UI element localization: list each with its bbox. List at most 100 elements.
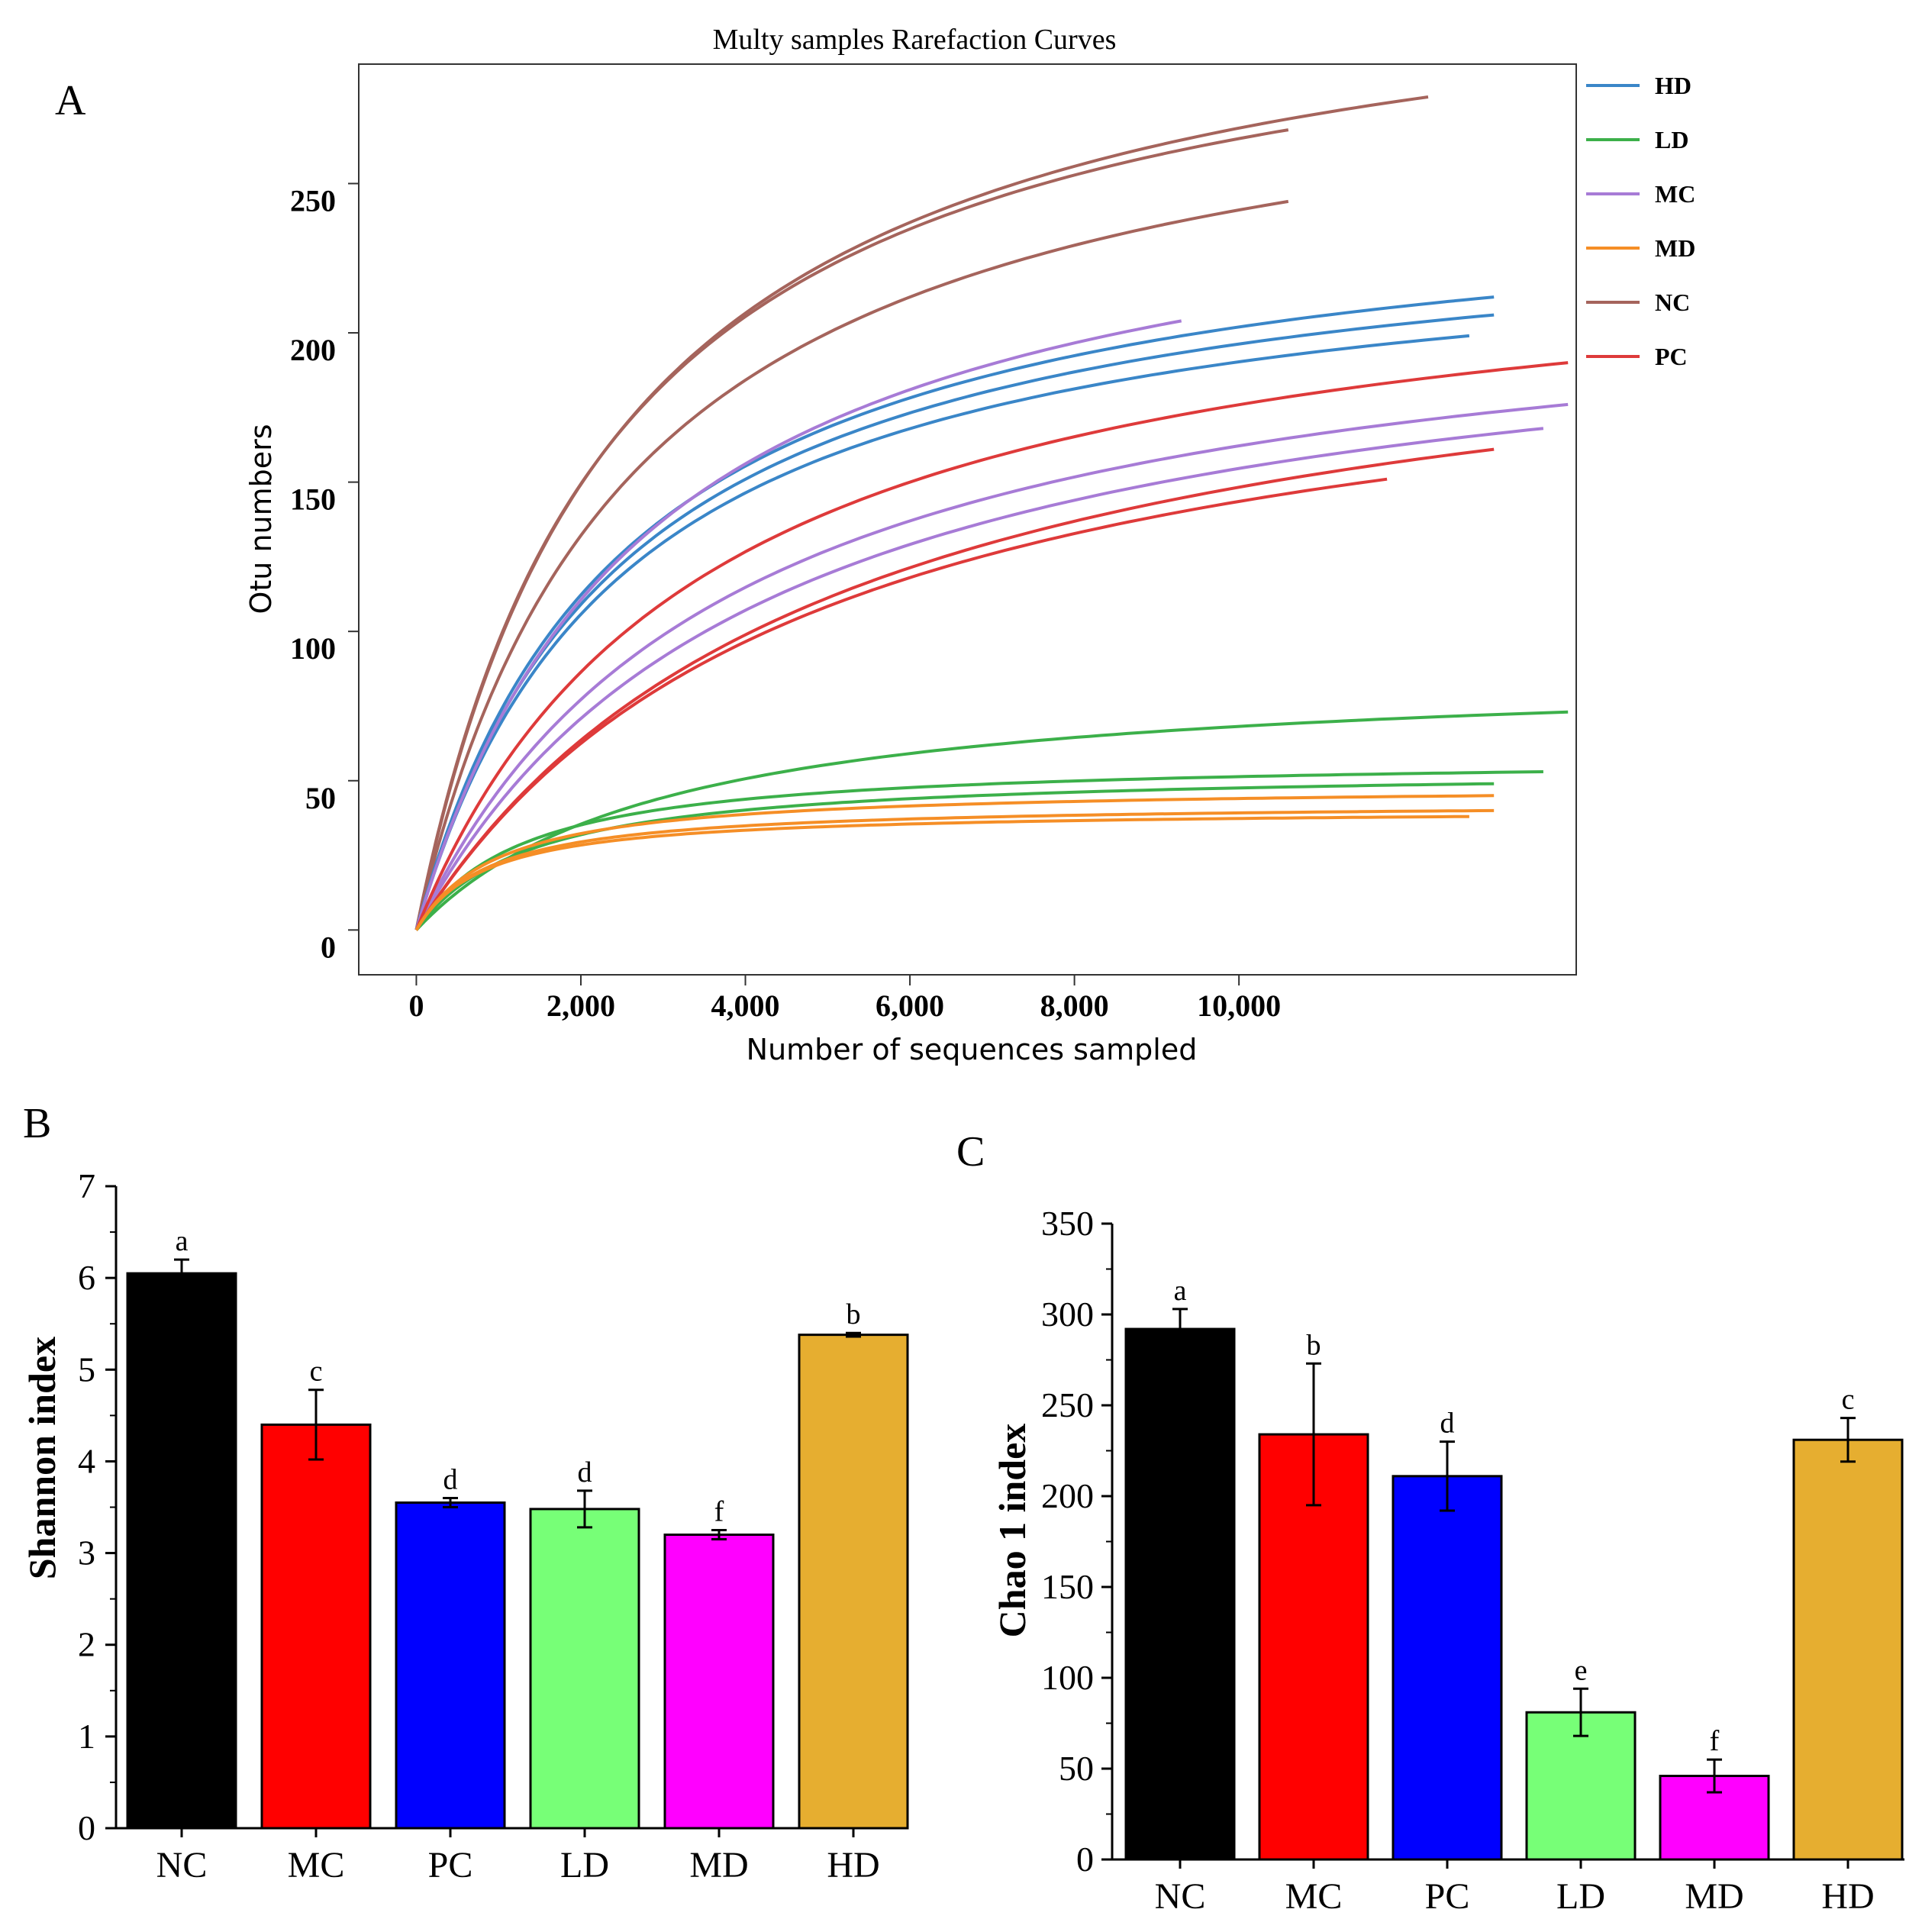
y-tick-label: 0 [321, 930, 336, 964]
significance-letter-pc: d [443, 1463, 458, 1495]
y-tick-label: 2 [78, 1625, 95, 1664]
panel-b-bars: a NC c MC d PC d LD f MD b HD [126, 1225, 909, 1885]
legend-label-pc: PC [1655, 343, 1688, 370]
series-line-mc [414, 402, 1569, 932]
category-label-nc: NC [156, 1845, 208, 1885]
legend-label-md: MD [1655, 234, 1695, 262]
legend-label-ld: LD [1655, 126, 1688, 153]
bar-mc [260, 1423, 372, 1830]
panel-c-axes: 0 50 100 150 200 250 300 350 [1041, 1204, 1904, 1879]
x-tick-label: 2,000 [547, 989, 615, 1023]
bar-hd [1792, 1438, 1904, 1861]
y-tick-label: 150 [1041, 1567, 1094, 1606]
significance-letter-ld: d [578, 1456, 592, 1489]
series-line-md [414, 808, 1495, 932]
series-line-nc [414, 199, 1289, 932]
x-tick-label: 0 [408, 989, 424, 1023]
panel-b-y-axis-label: Shannon index [21, 1337, 63, 1579]
bar-pc [1392, 1475, 1503, 1861]
y-tick-label: 6 [78, 1258, 95, 1297]
panel-a-x-ticks: 0 2,000 4,000 6,000 8,000 10,000 [408, 975, 1281, 1023]
significance-letter-md: f [1710, 1725, 1720, 1757]
series-line-hd [414, 313, 1495, 932]
y-tick-label: 100 [1041, 1658, 1094, 1697]
legend-label-nc: NC [1655, 289, 1690, 316]
category-label-mc: MC [1285, 1876, 1343, 1917]
y-tick-label: 1 [78, 1717, 95, 1756]
panel-a-legend: HD LD MC MD NC PC [1586, 72, 1695, 370]
significance-letter-hd: b [847, 1298, 861, 1330]
y-tick-label: 150 [290, 482, 336, 517]
category-label-ld: LD [560, 1845, 609, 1885]
x-tick-label: 10,000 [1197, 989, 1281, 1023]
significance-letter-nc: a [176, 1225, 189, 1257]
category-label-hd: HD [1821, 1876, 1874, 1917]
y-tick-label: 50 [305, 781, 336, 815]
panel-a-rarefaction-chart: A Multy samples Rarefaction Curves 0 50 10… [55, 24, 1695, 1066]
bar-pc [395, 1501, 506, 1830]
y-tick-label: 250 [1041, 1385, 1094, 1424]
y-tick-label: 200 [290, 333, 336, 367]
y-tick-label: 4 [78, 1441, 95, 1480]
panel-a-series [414, 95, 1569, 932]
legend-label-hd: HD [1655, 72, 1691, 99]
bar-ld [529, 1508, 640, 1830]
x-tick-label: 4,000 [711, 989, 780, 1023]
series-line-ld [414, 710, 1569, 932]
panel-b-shannon-chart: B 0 1 2 3 4 5 6 7 a NC c MC d PC d LD f MD b HD Shannon in… [21, 1100, 909, 1885]
series-line-ld [414, 782, 1495, 932]
x-tick-label: 8,000 [1040, 989, 1109, 1023]
panel-c-bars: a NC b MC d PC e LD f MD c HD [1124, 1275, 1904, 1917]
panel-c-y-axis-label: Chao 1 index [991, 1424, 1034, 1638]
y-tick-label: 200 [1041, 1476, 1094, 1515]
panel-a-label: A [55, 77, 86, 124]
significance-letter-md: f [714, 1496, 724, 1528]
panel-a-y-axis-label: Otu numbers [244, 424, 278, 614]
series-line-pc [414, 477, 1388, 932]
category-label-md: MD [1685, 1876, 1743, 1917]
significance-letter-mc: c [310, 1356, 323, 1388]
series-line-hd [414, 334, 1470, 932]
series-line-md [414, 794, 1495, 932]
significance-letter-ld: e [1575, 1654, 1588, 1686]
category-label-mc: MC [288, 1845, 345, 1885]
y-tick-label: 50 [1059, 1749, 1094, 1788]
category-label-nc: NC [1155, 1876, 1206, 1917]
series-line-mc [414, 319, 1182, 932]
x-tick-label: 6,000 [876, 989, 944, 1023]
category-label-hd: HD [827, 1845, 879, 1885]
y-tick-label: 3 [78, 1534, 95, 1572]
significance-letter-nc: a [1174, 1275, 1187, 1307]
series-line-nc [414, 128, 1289, 931]
bar-hd [798, 1334, 909, 1830]
category-label-pc: PC [428, 1845, 473, 1885]
y-tick-label: 250 [290, 183, 336, 218]
panel-c-chao1-chart: C 0 50 100 150 200 250 300 350 a NC b MC d PC e LD f MD c… [956, 1128, 1904, 1917]
y-tick-label: 0 [1076, 1840, 1094, 1879]
legend-label-mc: MC [1655, 180, 1695, 208]
panel-a-x-axis-label: Number of sequences sampled [747, 1033, 1198, 1066]
significance-letter-pc: d [1440, 1408, 1455, 1440]
y-tick-label: 300 [1041, 1295, 1094, 1334]
y-tick-label: 0 [78, 1808, 95, 1847]
category-label-md: MD [689, 1845, 748, 1885]
panel-b-label: B [23, 1100, 51, 1147]
category-label-pc: PC [1425, 1876, 1470, 1917]
series-line-pc [414, 361, 1569, 932]
significance-letter-mc: b [1307, 1329, 1321, 1361]
panel-a-title: Multy samples Rarefaction Curves [713, 24, 1117, 56]
significance-letter-hd: c [1842, 1384, 1855, 1416]
series-line-mc [414, 427, 1544, 932]
y-tick-label: 5 [78, 1350, 95, 1389]
series-line-pc [414, 447, 1495, 932]
panel-b-axes: 0 1 2 3 4 5 6 7 [78, 1166, 908, 1847]
category-label-ld: LD [1556, 1876, 1605, 1917]
bar-md [663, 1534, 775, 1830]
panel-a-plot-frame [358, 63, 1577, 976]
bar-nc [126, 1272, 237, 1830]
bar-nc [1124, 1327, 1236, 1861]
y-tick-label: 7 [78, 1166, 95, 1205]
panel-a-y-ticks: 0 50 100 150 200 250 [290, 182, 359, 964]
y-tick-label: 100 [290, 631, 336, 666]
